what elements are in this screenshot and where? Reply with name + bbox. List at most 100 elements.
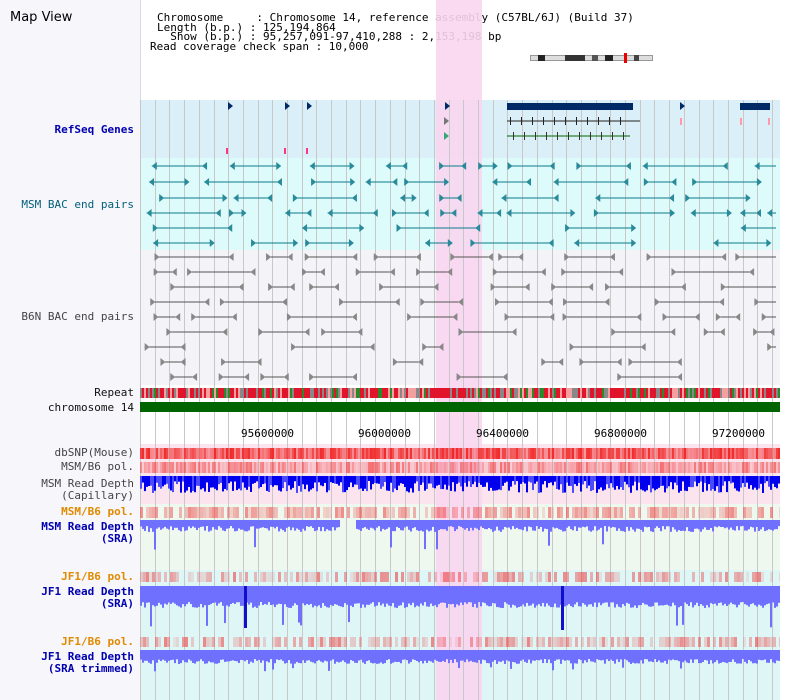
msm-bac-end[interactable] xyxy=(302,224,308,232)
msm-bac-end[interactable] xyxy=(385,162,391,170)
b6n-bac-end[interactable] xyxy=(551,283,557,291)
b6n-bac-end[interactable] xyxy=(749,268,755,276)
b6n-bac-end[interactable] xyxy=(549,313,555,321)
b6n-bac-end[interactable] xyxy=(302,268,308,276)
b6n-bac-end[interactable] xyxy=(754,298,760,306)
b6n-bac-end[interactable] xyxy=(150,298,156,306)
chromosome-ideogram[interactable] xyxy=(530,53,653,63)
refseq-gene-arrow[interactable] xyxy=(307,102,312,110)
msm-bac-end[interactable] xyxy=(690,209,696,217)
msm-bac-end[interactable] xyxy=(423,209,429,217)
b6n-bac-end[interactable] xyxy=(187,268,193,276)
msm-bac-end[interactable] xyxy=(754,162,760,170)
b6n-bac-end[interactable] xyxy=(166,328,172,336)
msm-bac-end[interactable] xyxy=(631,224,637,232)
b6n-bac-end[interactable] xyxy=(646,253,652,261)
msm-bac-end[interactable] xyxy=(492,162,498,170)
b6n-bac-end[interactable] xyxy=(562,313,568,321)
msm-bac-end[interactable] xyxy=(506,209,512,217)
b6n-bac-end[interactable] xyxy=(266,253,272,261)
msm-bac-end[interactable] xyxy=(184,178,190,186)
b6n-bac-end[interactable] xyxy=(564,253,570,261)
b6n-bac-end[interactable] xyxy=(180,358,186,366)
msm-bac-end[interactable] xyxy=(227,224,233,232)
msm-bac-end[interactable] xyxy=(470,239,476,247)
b6n-bac-end[interactable] xyxy=(558,358,564,366)
b6n-bac-end[interactable] xyxy=(218,373,224,381)
b6n-bac-end[interactable] xyxy=(617,373,623,381)
msm-bac-end[interactable] xyxy=(222,194,228,202)
b6n-bac-end[interactable] xyxy=(458,298,464,306)
msm-bac-end[interactable] xyxy=(549,162,555,170)
b6n-bac-end[interactable] xyxy=(518,253,524,261)
b6n-bac-end[interactable] xyxy=(154,253,160,261)
b6n-bac-end[interactable] xyxy=(180,343,186,351)
b6n-bac-end[interactable] xyxy=(339,298,345,306)
b6n-bac-end[interactable] xyxy=(490,283,496,291)
b6n-bac-end[interactable] xyxy=(291,343,297,351)
msm-bac-end[interactable] xyxy=(306,209,312,217)
b6n-bac-end[interactable] xyxy=(228,253,234,261)
msm-bac-end[interactable] xyxy=(593,209,599,217)
msm-bac-end[interactable] xyxy=(152,224,158,232)
msm-bac-end[interactable] xyxy=(570,209,576,217)
b6n-bac-end[interactable] xyxy=(204,298,210,306)
b6n-bac-end[interactable] xyxy=(677,373,683,381)
b6n-bac-end[interactable] xyxy=(283,373,289,381)
msm-bac-end[interactable] xyxy=(501,194,507,202)
b6n-bac-end[interactable] xyxy=(753,328,759,336)
msm-bac-end[interactable] xyxy=(202,162,208,170)
msm-bac-end[interactable] xyxy=(396,224,402,232)
b6n-bac-end[interactable] xyxy=(268,283,274,291)
msm-bac-end[interactable] xyxy=(146,209,152,217)
b6n-bac-end[interactable] xyxy=(767,343,773,351)
b6n-bac-end[interactable] xyxy=(309,283,315,291)
msm-bac-end[interactable] xyxy=(496,209,502,217)
msm-bac-end[interactable] xyxy=(492,178,498,186)
b6n-bac-end[interactable] xyxy=(547,298,553,306)
b6n-bac-end[interactable] xyxy=(357,328,363,336)
b6n-bac-end[interactable] xyxy=(170,373,176,381)
b6n-bac-end[interactable] xyxy=(191,313,197,321)
b6n-bac-end[interactable] xyxy=(231,313,237,321)
refseq-gene-arrow[interactable] xyxy=(228,102,233,110)
b6n-bac-end[interactable] xyxy=(654,298,660,306)
b6n-bac-end[interactable] xyxy=(219,298,225,306)
b6n-bac-end[interactable] xyxy=(433,283,439,291)
msm-bac-end[interactable] xyxy=(766,239,772,247)
b6n-bac-end[interactable] xyxy=(618,268,624,276)
refseq-gene-arrow[interactable] xyxy=(680,102,685,110)
msm-bac-end[interactable] xyxy=(439,162,445,170)
msm-bac-end[interactable] xyxy=(726,209,732,217)
b6n-bac-end[interactable] xyxy=(170,283,176,291)
b6n-bac-end[interactable] xyxy=(588,283,594,291)
b6n-bac-end[interactable] xyxy=(389,268,395,276)
msm-bac-end[interactable] xyxy=(623,178,629,186)
b6n-bac-end[interactable] xyxy=(761,313,767,321)
msm-bac-end[interactable] xyxy=(565,224,571,232)
b6n-bac-end[interactable] xyxy=(721,253,727,261)
b6n-bac-end[interactable] xyxy=(502,373,508,381)
b6n-bac-end[interactable] xyxy=(289,283,295,291)
msm-bac-end[interactable] xyxy=(477,209,483,217)
b6n-bac-end[interactable] xyxy=(504,313,510,321)
b6n-bac-end[interactable] xyxy=(369,343,375,351)
msm-bac-end[interactable] xyxy=(444,178,450,186)
b6n-bac-end[interactable] xyxy=(735,253,741,261)
b6n-bac-end[interactable] xyxy=(287,253,293,261)
b6n-bac-end[interactable] xyxy=(153,313,159,321)
b6n-bac-end[interactable] xyxy=(221,358,227,366)
b6n-bac-end[interactable] xyxy=(569,343,575,351)
b6n-bac-end[interactable] xyxy=(392,358,398,366)
msm-bac-end[interactable] xyxy=(595,194,601,202)
b6n-bac-end[interactable] xyxy=(415,253,421,261)
msm-bac-end[interactable] xyxy=(439,194,445,202)
b6n-bac-end[interactable] xyxy=(511,328,517,336)
refseq-gene-arrow[interactable] xyxy=(285,102,290,110)
b6n-bac-end[interactable] xyxy=(286,313,292,321)
msm-bac-end[interactable] xyxy=(372,209,378,217)
b6n-bac-end[interactable] xyxy=(379,283,385,291)
b6n-bac-end[interactable] xyxy=(153,268,159,276)
b6n-bac-end[interactable] xyxy=(676,358,682,366)
msm-bac-end[interactable] xyxy=(425,239,431,247)
